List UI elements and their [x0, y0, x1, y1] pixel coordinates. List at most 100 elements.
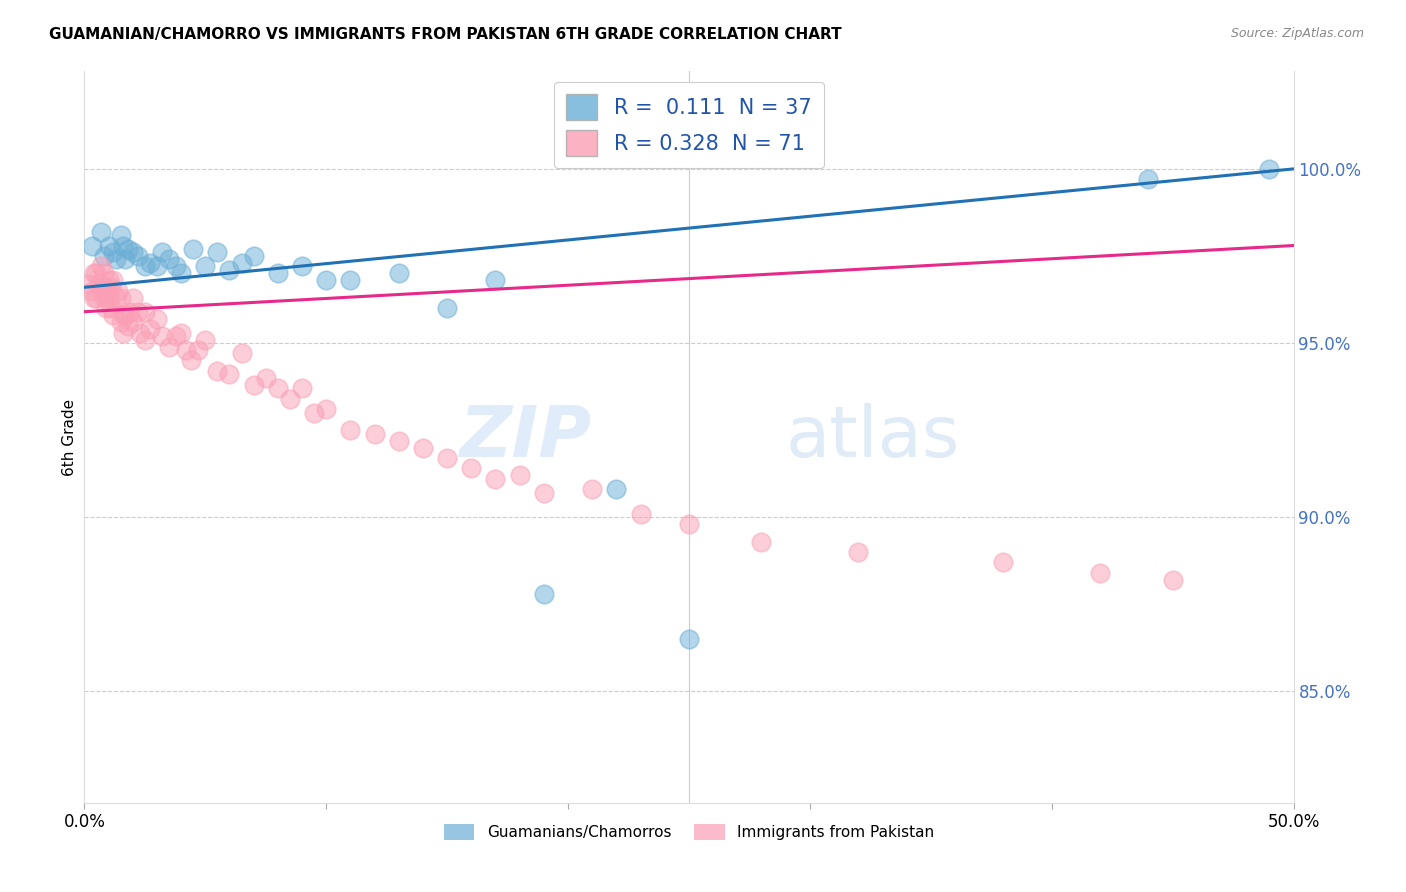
Point: [134, 260, 156, 274]
Point: [138, 256, 160, 270]
Point: [1088, 566, 1111, 580]
Point: [363, 426, 385, 441]
Point: [678, 632, 700, 646]
Point: [127, 249, 149, 263]
Point: [112, 326, 135, 340]
Point: [103, 308, 125, 322]
Legend: Guamanians/Chamorros, Immigrants from Pakistan: Guamanians/Chamorros, Immigrants from Pa…: [437, 818, 941, 847]
Point: [388, 266, 411, 280]
Point: [110, 291, 132, 305]
Point: [484, 472, 506, 486]
Point: [146, 311, 169, 326]
Point: [291, 381, 314, 395]
Point: [121, 315, 143, 329]
Point: [138, 322, 160, 336]
Point: [315, 402, 337, 417]
Point: [993, 556, 1015, 570]
Point: [581, 483, 603, 497]
Point: [114, 252, 136, 267]
Point: [165, 329, 187, 343]
Point: [194, 333, 217, 347]
Point: [1137, 172, 1160, 186]
Point: [127, 304, 149, 318]
Point: [86, 291, 108, 305]
Point: [678, 517, 700, 532]
Point: [97, 291, 120, 305]
Point: [94, 280, 117, 294]
Point: [460, 461, 482, 475]
Point: [80, 238, 103, 252]
Point: [134, 304, 156, 318]
Point: [112, 308, 135, 322]
Point: [267, 266, 290, 280]
Point: [484, 273, 506, 287]
Point: [146, 260, 169, 274]
Point: [90, 260, 112, 274]
Point: [94, 301, 117, 316]
Point: [267, 381, 290, 395]
Text: atlas: atlas: [786, 402, 960, 472]
Point: [134, 333, 156, 347]
Point: [242, 377, 264, 392]
Point: [278, 392, 301, 406]
Point: [97, 273, 120, 287]
Point: [315, 273, 337, 287]
Text: GUAMANIAN/CHAMORRO VS IMMIGRANTS FROM PAKISTAN 6TH GRADE CORRELATION CHART: GUAMANIAN/CHAMORRO VS IMMIGRANTS FROM PA…: [49, 27, 842, 42]
Point: [120, 304, 142, 318]
Point: [436, 450, 458, 465]
Point: [170, 326, 193, 340]
Point: [77, 277, 100, 291]
Point: [117, 242, 139, 256]
Point: [86, 266, 108, 280]
Point: [846, 545, 869, 559]
Point: [83, 266, 105, 280]
Point: [165, 260, 187, 274]
Point: [218, 368, 240, 382]
Point: [103, 273, 125, 287]
Point: [533, 587, 555, 601]
Point: [80, 284, 103, 298]
Point: [112, 238, 135, 252]
Point: [100, 301, 122, 316]
Point: [605, 483, 627, 497]
Point: [231, 256, 253, 270]
Point: [1258, 161, 1281, 176]
Point: [751, 534, 773, 549]
Point: [412, 441, 434, 455]
Point: [207, 245, 229, 260]
Point: [121, 291, 143, 305]
Point: [150, 329, 173, 343]
Point: [104, 291, 127, 305]
Point: [302, 406, 325, 420]
Point: [114, 308, 136, 322]
Point: [231, 346, 253, 360]
Point: [104, 252, 127, 267]
Point: [100, 280, 122, 294]
Point: [110, 228, 132, 243]
Point: [93, 249, 115, 263]
Point: [174, 343, 197, 357]
Point: [194, 260, 217, 274]
Point: [242, 249, 264, 263]
Point: [630, 507, 652, 521]
Point: [157, 252, 180, 267]
Point: [533, 485, 555, 500]
Point: [291, 260, 314, 274]
Point: [157, 339, 180, 353]
Point: [509, 468, 531, 483]
Point: [129, 326, 152, 340]
Point: [339, 423, 361, 437]
Point: [97, 238, 120, 252]
Point: [103, 245, 125, 260]
Point: [1161, 573, 1184, 587]
Point: [150, 245, 173, 260]
Point: [218, 263, 240, 277]
Point: [90, 225, 112, 239]
Point: [207, 364, 229, 378]
Text: ZIP: ZIP: [460, 402, 592, 472]
Text: Source: ZipAtlas.com: Source: ZipAtlas.com: [1230, 27, 1364, 40]
Point: [107, 284, 129, 298]
Point: [436, 301, 458, 316]
Point: [187, 343, 209, 357]
Y-axis label: 6th Grade: 6th Grade: [62, 399, 77, 475]
